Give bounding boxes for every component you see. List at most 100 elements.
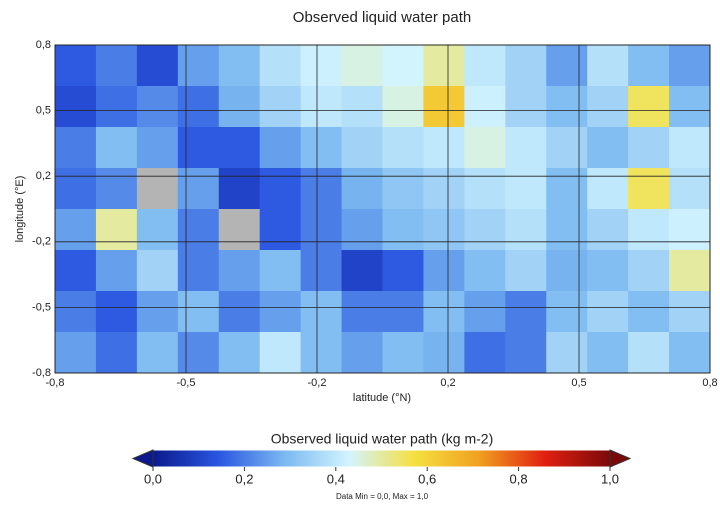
heatmap-cell xyxy=(628,332,669,374)
heatmap-cell xyxy=(383,127,424,169)
heatmap-cell xyxy=(301,168,342,210)
heatmap-cell xyxy=(464,250,505,292)
heatmap-cell xyxy=(219,127,260,169)
heatmap-cell xyxy=(55,209,96,251)
heatmap-cell xyxy=(342,209,383,251)
heatmap-cell xyxy=(505,168,546,210)
heatmap-cell xyxy=(178,86,219,128)
heatmap-cell xyxy=(301,127,342,169)
heatmap-cell xyxy=(546,127,587,169)
heatmap-cell xyxy=(96,168,137,210)
heatmap-cell xyxy=(628,291,669,333)
heatmap-cell xyxy=(96,45,137,87)
heatmap-cell xyxy=(423,209,464,251)
colorbar-tick-label: 0,6 xyxy=(418,471,436,486)
heatmap-cell xyxy=(383,332,424,374)
colorbar-title: Observed liquid water path (kg m-2) xyxy=(271,431,494,447)
colorbar-tick-label: 0,8 xyxy=(510,471,528,486)
colorbar-tick-label: 0,4 xyxy=(327,471,345,486)
heatmap-cell xyxy=(383,250,424,292)
heatmap-cell xyxy=(383,168,424,210)
heatmap-cell xyxy=(55,332,96,374)
heatmap-cell xyxy=(464,45,505,87)
heatmap-cell xyxy=(342,332,383,374)
x-tick-label: 0,5 xyxy=(571,377,586,389)
heatmap-cell xyxy=(505,86,546,128)
heatmap-cell xyxy=(628,209,669,251)
heatmap-cell xyxy=(178,168,219,210)
heatmap-cell xyxy=(260,86,301,128)
heatmap-cell xyxy=(587,250,628,292)
heatmap-cell xyxy=(260,250,301,292)
colorbar-arrow-high xyxy=(610,450,630,467)
y-tick-label: -0,8 xyxy=(32,367,51,379)
colorbar-note: Data Min = 0,0, Max = 1,0 xyxy=(336,492,429,501)
colorbar-tick-label: 1,0 xyxy=(601,471,619,486)
heatmap-cell xyxy=(423,250,464,292)
heatmap-cell xyxy=(669,250,710,292)
x-tick-label: -0,5 xyxy=(177,377,196,389)
x-tick-label: 0,2 xyxy=(440,377,455,389)
heatmap-cell xyxy=(260,332,301,374)
heatmap-cell xyxy=(260,45,301,87)
heatmap-cell xyxy=(423,332,464,374)
heatmap-cell xyxy=(342,45,383,87)
heatmap-cell xyxy=(301,45,342,87)
colorbar-tick-label: 0,0 xyxy=(144,471,162,486)
heatmap-cell xyxy=(219,332,260,374)
y-tick-label: -0,5 xyxy=(32,301,51,313)
colorbar xyxy=(153,450,610,467)
heatmap-cell xyxy=(301,250,342,292)
heatmap-cell xyxy=(587,168,628,210)
heatmap-cell xyxy=(178,332,219,374)
heatmap-cell xyxy=(587,209,628,251)
heatmap-cell xyxy=(587,86,628,128)
heatmap-cell xyxy=(423,168,464,210)
heatmap-cell xyxy=(423,127,464,169)
heatmap-cell xyxy=(546,332,587,374)
heatmap-cell xyxy=(137,86,178,128)
heatmap-cell xyxy=(669,127,710,169)
heatmap-cell xyxy=(342,250,383,292)
heatmap-cell xyxy=(178,127,219,169)
colorbar-arrow-low xyxy=(133,450,153,467)
x-tick-label: -0,2 xyxy=(308,377,327,389)
heatmap-cell xyxy=(137,127,178,169)
heatmap-cell xyxy=(587,332,628,374)
heatmap-cell xyxy=(55,168,96,210)
heatmap-cell xyxy=(219,209,260,251)
heatmap-cell xyxy=(178,209,219,251)
heatmap-cell xyxy=(137,291,178,333)
heatmap-cell xyxy=(137,209,178,251)
heatmap-cell xyxy=(505,332,546,374)
heatmap-cell xyxy=(301,291,342,333)
x-tick-label: 0,8 xyxy=(702,377,717,389)
heatmap-cell xyxy=(219,250,260,292)
y-tick-label: 0,5 xyxy=(36,105,51,117)
heatmap-cell xyxy=(178,45,219,87)
heatmap-cell xyxy=(96,250,137,292)
heatmap-cell xyxy=(546,45,587,87)
heatmap-cell xyxy=(260,127,301,169)
heatmap-cell xyxy=(505,45,546,87)
heatmap-cell xyxy=(96,332,137,374)
heatmap-cell xyxy=(342,127,383,169)
heatmap-cell xyxy=(137,332,178,374)
heatmap-cell xyxy=(464,127,505,169)
heatmap-cell xyxy=(260,291,301,333)
heatmap-cell xyxy=(342,168,383,210)
heatmap-cell xyxy=(546,209,587,251)
heatmap-cell xyxy=(546,250,587,292)
heatmap-cell xyxy=(464,168,505,210)
heatmap-cell xyxy=(587,45,628,87)
heatmap-cell xyxy=(301,209,342,251)
heatmap-cell xyxy=(383,45,424,87)
heatmap-cell xyxy=(505,250,546,292)
x-axis-label: latitude (°N) xyxy=(353,392,411,404)
heatmap-cell xyxy=(219,168,260,210)
heatmap-cell xyxy=(464,291,505,333)
heatmap-cell xyxy=(55,45,96,87)
heatmap-cell xyxy=(546,291,587,333)
heatmap-cell xyxy=(342,291,383,333)
heatmap-cell xyxy=(260,209,301,251)
